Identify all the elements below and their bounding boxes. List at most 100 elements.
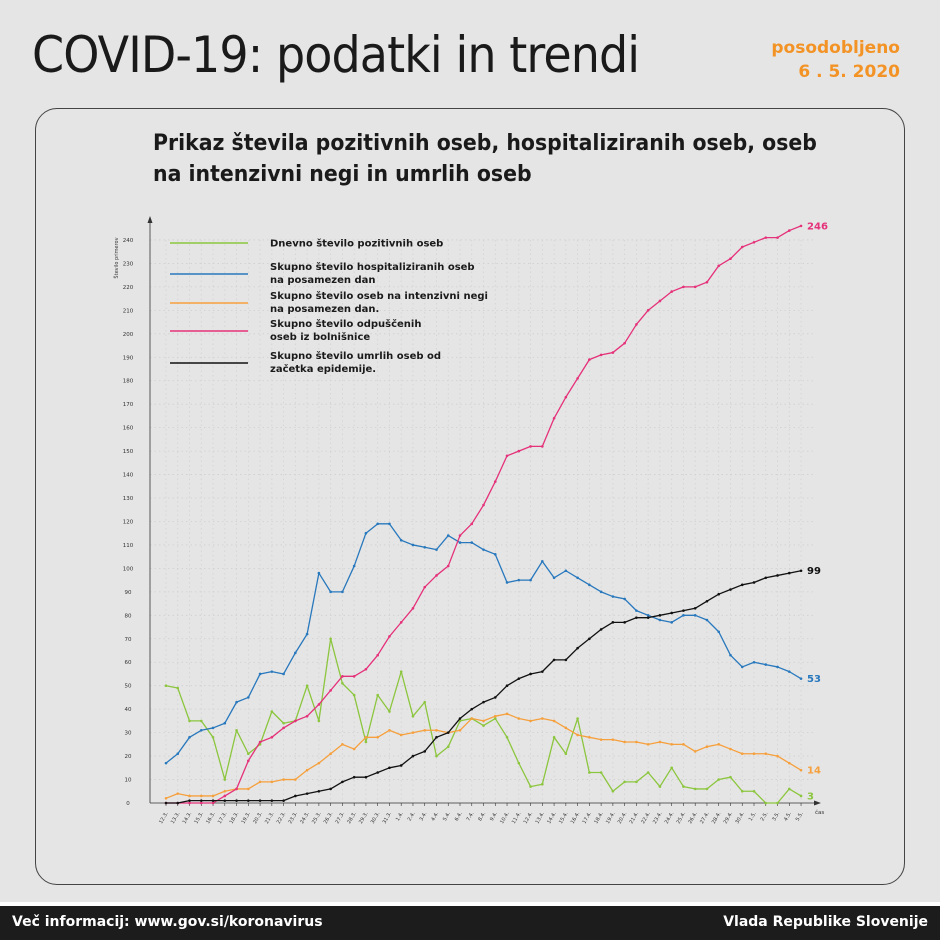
- data-point: [564, 395, 568, 399]
- data-point: [705, 618, 709, 622]
- data-point: [199, 794, 203, 798]
- data-point: [435, 728, 438, 732]
- data-point: [635, 616, 638, 619]
- y-tick-label: 0: [126, 801, 130, 807]
- y-tick-label: 60: [125, 660, 132, 666]
- data-point: [693, 614, 697, 617]
- data-point: [552, 736, 556, 739]
- y-tick-label: 100: [123, 566, 134, 572]
- x-tick-label: 26.3.: [323, 811, 335, 825]
- data-point: [576, 717, 579, 720]
- data-point: [399, 538, 403, 542]
- data-point: [599, 590, 603, 594]
- data-point: [635, 740, 638, 744]
- chart-panel: [35, 108, 905, 885]
- data-point: [670, 611, 673, 615]
- x-tick-label: 18.4.: [593, 811, 605, 825]
- data-point: [764, 236, 768, 239]
- data-point: [329, 590, 332, 594]
- data-point: [352, 775, 356, 779]
- y-tick-label: 40: [125, 707, 132, 713]
- data-point: [282, 799, 285, 802]
- data-point: [635, 780, 638, 784]
- x-tick-label: 21.4.: [629, 811, 641, 825]
- data-point: [576, 733, 579, 737]
- x-tick-label: 17.3.: [217, 811, 229, 825]
- y-tick-label: 240: [123, 238, 134, 244]
- page-title: COVID-19: podatki in trendi: [32, 26, 640, 84]
- x-tick-label: 20.3.: [252, 811, 264, 825]
- data-point: [705, 599, 709, 603]
- data-point: [470, 541, 474, 544]
- data-point: [188, 801, 191, 805]
- x-tick-label: 29.4.: [723, 811, 735, 825]
- x-tick-label: 31.3.: [382, 811, 394, 825]
- data-point: [541, 670, 544, 673]
- data-point: [247, 787, 250, 791]
- data-point: [752, 789, 756, 793]
- series-end-label: 53: [807, 674, 821, 685]
- data-point: [623, 621, 626, 624]
- y-tick-label: 160: [123, 426, 134, 432]
- data-point: [729, 588, 732, 591]
- data-point: [611, 789, 615, 793]
- x-tick-label: 13.4.: [534, 811, 546, 825]
- data-point: [376, 736, 379, 739]
- data-point: [776, 574, 779, 577]
- data-point: [588, 358, 591, 361]
- data-point: [329, 637, 332, 641]
- data-point: [776, 236, 779, 239]
- data-point: [623, 780, 626, 784]
- data-point: [305, 632, 309, 636]
- x-tick-label: 17.4.: [582, 811, 594, 825]
- data-point: [670, 290, 673, 293]
- data-point: [282, 721, 285, 725]
- data-point: [211, 736, 215, 739]
- y-tick-label: 220: [123, 285, 134, 291]
- data-point: [682, 614, 685, 617]
- data-point: [282, 778, 285, 781]
- data-point: [576, 646, 579, 650]
- data-point: [411, 606, 415, 610]
- data-point: [470, 707, 474, 711]
- data-point: [446, 745, 450, 748]
- data-point: [188, 719, 191, 723]
- data-point: [341, 590, 344, 594]
- footer-info-link[interactable]: Več informacij: www.gov.si/koronavirus: [12, 914, 323, 930]
- data-point: [717, 592, 721, 596]
- x-tick-label: 21.3.: [264, 811, 276, 825]
- data-point: [658, 299, 662, 303]
- x-tick-label: 18.3.: [229, 811, 241, 825]
- data-point: [423, 750, 427, 753]
- data-point: [588, 583, 591, 587]
- data-point: [623, 341, 626, 345]
- data-point: [693, 606, 697, 610]
- data-point: [235, 728, 238, 732]
- data-point: [329, 752, 332, 756]
- y-tick-label: 70: [125, 637, 132, 643]
- y-tick-label: 90: [125, 590, 132, 596]
- data-point: [270, 710, 274, 713]
- y-tick-label: 120: [123, 519, 134, 525]
- series-end-label: 14: [807, 766, 821, 777]
- data-point: [294, 651, 297, 655]
- data-point: [223, 799, 227, 802]
- x-tick-label: 12.3.: [158, 811, 170, 825]
- data-point: [317, 719, 321, 723]
- data-point: [705, 745, 709, 748]
- data-point: [705, 280, 709, 284]
- data-point: [199, 719, 203, 723]
- data-point: [482, 700, 485, 704]
- data-point: [247, 799, 250, 802]
- data-point: [399, 733, 403, 737]
- data-point: [764, 752, 768, 756]
- data-point: [635, 609, 638, 612]
- data-point: [258, 740, 262, 744]
- data-point: [740, 583, 744, 587]
- data-point: [611, 621, 615, 624]
- x-tick-label: 25.4.: [676, 811, 688, 825]
- data-point: [787, 229, 791, 232]
- data-point: [541, 445, 544, 448]
- data-point: [435, 574, 438, 577]
- chart-subtitle: Prikaz števila pozitivnih oseb, hospital…: [153, 131, 817, 187]
